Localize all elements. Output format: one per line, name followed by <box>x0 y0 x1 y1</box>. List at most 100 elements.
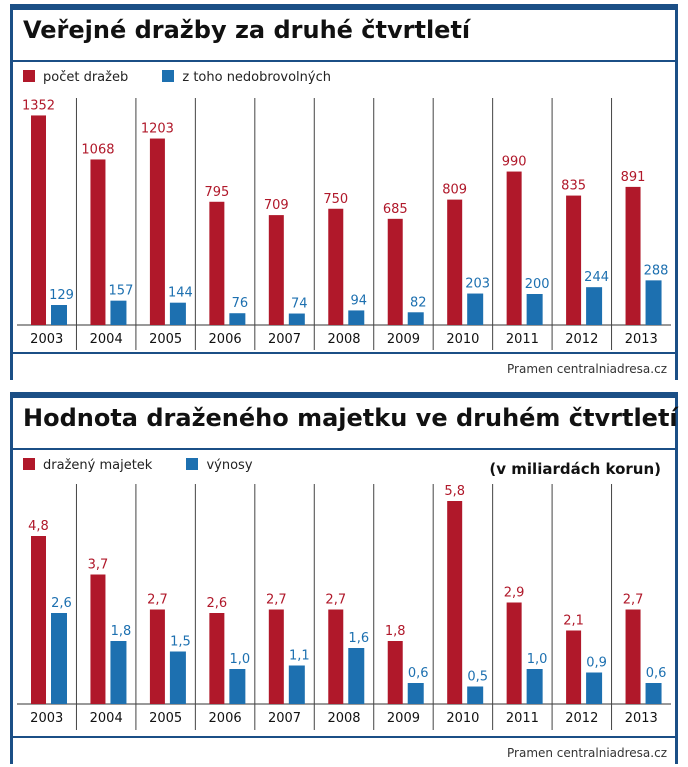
data-label-red: 709 <box>264 198 289 213</box>
x-tick-label: 2013 <box>625 711 658 726</box>
data-label-blue: 129 <box>49 288 74 303</box>
data-label-blue: 200 <box>525 277 550 292</box>
data-label-blue: 76 <box>232 296 249 311</box>
legend-item-property: dražený majetek <box>23 458 152 473</box>
bar-2013-blue <box>645 280 662 325</box>
bar-2004-red <box>90 159 106 325</box>
x-tick-label: 2004 <box>90 711 123 726</box>
bar-2005-blue <box>169 651 186 704</box>
bar-2010-blue <box>467 686 484 704</box>
data-label-red: 1203 <box>141 122 174 137</box>
chart-panel-property-value: Hodnota draženého majetku ve druhém čtvr… <box>10 392 678 764</box>
data-label-red: 2,9 <box>504 586 525 601</box>
bar-2011-blue <box>526 294 543 325</box>
bar-2005-blue <box>169 302 186 325</box>
data-label-blue: 144 <box>168 286 193 301</box>
data-label-blue: 0,6 <box>646 666 667 681</box>
data-label-red: 1,8 <box>385 624 406 639</box>
unit-note: (v miliardách korun) <box>489 460 661 478</box>
data-label-red: 891 <box>621 170 646 185</box>
data-label-red: 2,7 <box>623 593 644 608</box>
data-label-red: 2,7 <box>147 593 168 608</box>
x-tick-label: 2003 <box>30 711 63 726</box>
x-tick-label: 2003 <box>30 332 63 347</box>
bar-2004-red <box>90 574 106 704</box>
legend-label: dražený majetek <box>43 458 153 473</box>
x-tick-label: 2006 <box>209 711 242 726</box>
bar-2005-red <box>149 138 165 325</box>
x-tick-label: 2004 <box>90 332 123 347</box>
x-tick-label: 2007 <box>268 332 301 347</box>
data-label-red: 2,7 <box>325 593 346 608</box>
x-tick-label: 2005 <box>149 711 182 726</box>
x-tick-label: 2008 <box>327 332 360 347</box>
bar-2009-red <box>387 218 403 325</box>
x-tick-label: 2009 <box>387 711 420 726</box>
legend-swatch-red <box>23 70 35 82</box>
legend-label: výnosy <box>206 458 253 473</box>
data-label-red: 3,7 <box>88 558 109 573</box>
data-label-blue: 2,6 <box>51 596 72 611</box>
bar-2013-red <box>625 609 641 704</box>
bar-2006-blue <box>229 313 246 325</box>
bar-2006-blue <box>229 669 246 704</box>
bar-2003-blue <box>51 305 67 325</box>
legend-swatch-red <box>23 458 35 470</box>
source-note: Pramen centralniadresa.cz <box>507 746 667 760</box>
data-label-blue: 288 <box>644 263 669 278</box>
bar-2005-red <box>149 609 165 704</box>
legend-item-count: počet dražeb <box>23 70 128 85</box>
data-label-blue: 0,6 <box>408 666 429 681</box>
data-label-red: 835 <box>561 179 586 194</box>
bar-2013-blue <box>645 683 662 704</box>
bar-2003-red <box>31 536 46 704</box>
bar-2012-red <box>566 195 582 325</box>
x-tick-label: 2006 <box>209 332 242 347</box>
title-divider <box>13 60 675 62</box>
x-tick-label: 2007 <box>268 711 301 726</box>
x-tick-label: 2011 <box>506 711 539 726</box>
data-label-red: 795 <box>204 185 229 200</box>
x-tick-label: 2010 <box>446 332 479 347</box>
bar-2008-blue <box>348 310 365 325</box>
bar-2009-blue <box>407 312 424 325</box>
data-label-blue: 0,5 <box>467 670 488 685</box>
legend-swatch-blue <box>186 458 199 470</box>
bar-2008-blue <box>348 648 365 704</box>
x-tick-label: 2012 <box>565 711 598 726</box>
chart-panel-auctions: Veřejné dražby za druhé čtvrtletí počet … <box>10 4 678 380</box>
data-label-blue: 1,5 <box>170 635 191 650</box>
data-label-blue: 1,8 <box>111 624 132 639</box>
data-label-blue: 74 <box>291 297 308 312</box>
bar-2013-red <box>625 186 641 325</box>
source-note: Pramen centralniadresa.cz <box>507 362 667 376</box>
bar-2008-red <box>328 208 344 325</box>
bar-2007-blue <box>288 313 305 325</box>
data-label-red: 2,6 <box>207 596 228 611</box>
data-label-red: 1352 <box>22 98 55 113</box>
bar-2010-blue <box>467 293 484 325</box>
chart-title: Hodnota draženého majetku ve druhém čtvr… <box>23 404 678 432</box>
data-label-blue: 244 <box>584 270 609 285</box>
data-label-red: 1068 <box>81 142 114 157</box>
bar-2010-red <box>447 199 463 325</box>
bar-2009-red <box>387 641 403 704</box>
legend: dražený majetek výnosy <box>23 458 283 473</box>
bar-2012-blue <box>586 287 603 325</box>
x-tick-label: 2010 <box>446 711 479 726</box>
data-label-blue: 1,0 <box>230 652 251 667</box>
data-label-blue: 1,0 <box>527 652 548 667</box>
source-divider <box>13 352 675 354</box>
legend-label: z toho nedobrovolných <box>182 70 331 85</box>
x-tick-label: 2009 <box>387 332 420 347</box>
bar-2006-red <box>209 201 225 325</box>
bar-2004-blue <box>110 641 127 704</box>
x-tick-label: 2012 <box>565 332 598 347</box>
bar-2008-red <box>328 609 344 704</box>
bar-2011-blue <box>526 669 543 704</box>
legend: počet dražeb z toho nedobrovolných <box>23 70 361 85</box>
x-tick-label: 2008 <box>327 711 360 726</box>
data-label-blue: 1,6 <box>348 631 369 646</box>
title-divider <box>13 448 675 450</box>
bar-chart-property-value: 4,8 2,6 2003 3,7 1,8 2004 2,7 1,5 2005 2,6 1,0 2006… <box>17 484 671 730</box>
